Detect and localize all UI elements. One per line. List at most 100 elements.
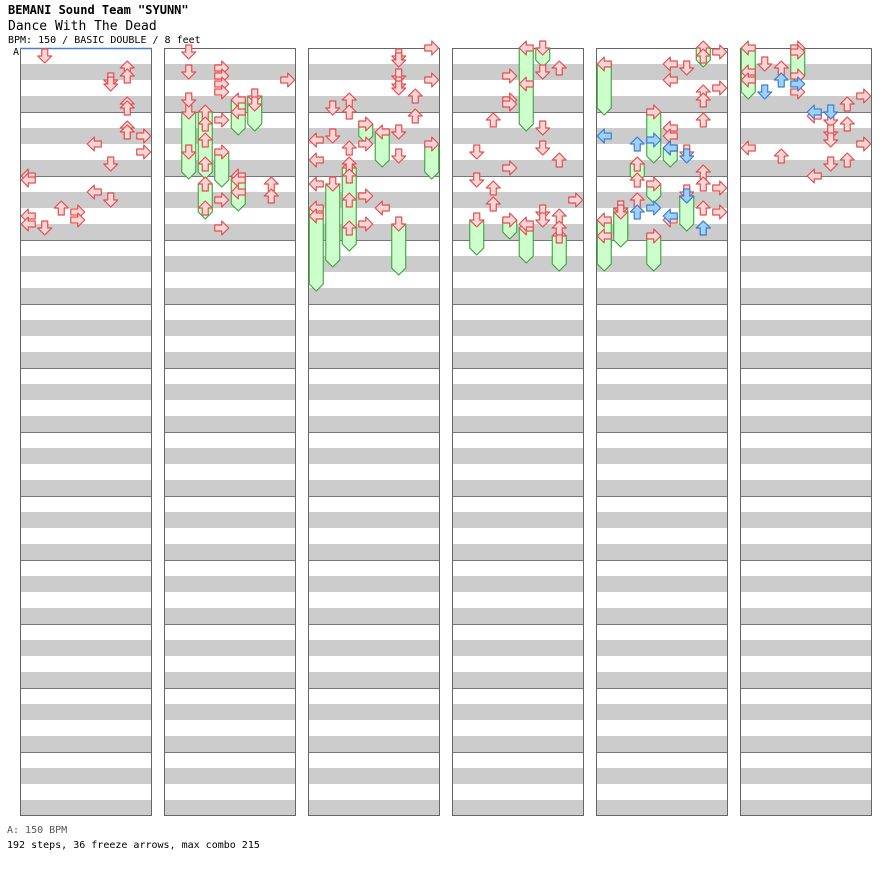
beat-band	[596, 192, 728, 208]
beat-band	[308, 640, 440, 656]
step-arrow	[391, 80, 407, 96]
step-arrow	[839, 116, 855, 132]
beat-band	[20, 768, 152, 784]
freeze-head-arrow	[214, 144, 230, 160]
beat-band	[164, 416, 296, 432]
step-arrow	[535, 120, 551, 136]
step-arrow	[535, 64, 551, 80]
beat-band	[164, 576, 296, 592]
beat-band	[596, 160, 728, 176]
beat-band	[20, 480, 152, 496]
beat-band	[452, 192, 584, 208]
beat-band	[452, 288, 584, 304]
beat-band	[20, 320, 152, 336]
step-arrow	[695, 200, 711, 216]
beat-band	[20, 672, 152, 688]
beat-band	[20, 96, 152, 112]
step-arrow	[308, 208, 324, 224]
beat-band	[308, 384, 440, 400]
freeze-head-arrow	[629, 156, 645, 172]
beat-band	[20, 512, 152, 528]
freeze-head-arrow	[374, 124, 390, 140]
step-arrow	[568, 192, 584, 208]
beat-band	[164, 544, 296, 560]
beat-band	[308, 96, 440, 112]
beat-band	[452, 704, 584, 720]
freeze-arrow	[391, 223, 407, 276]
shock-arrow	[679, 148, 695, 164]
column-border	[452, 48, 584, 816]
step-arrow	[358, 216, 374, 232]
beat-band	[452, 512, 584, 528]
beat-band	[596, 384, 728, 400]
beat-band	[596, 768, 728, 784]
step-arrow	[485, 112, 501, 128]
beat-band	[308, 192, 440, 208]
step-arrow	[629, 172, 645, 188]
freeze-arrow	[596, 63, 612, 116]
shock-arrow	[823, 104, 839, 120]
beat-band	[164, 384, 296, 400]
freeze-head-arrow	[646, 104, 662, 120]
column-border	[596, 48, 728, 816]
step-arrow	[695, 48, 711, 64]
beat-band	[596, 480, 728, 496]
chart-meta: BPM: 150 / BASIC DOUBLE / 8 feet	[8, 35, 201, 46]
shock-arrow	[629, 136, 645, 152]
beat-band	[20, 64, 152, 80]
beat-band	[596, 128, 728, 144]
beat-band	[20, 704, 152, 720]
beat-band	[308, 256, 440, 272]
step-arrow	[823, 156, 839, 172]
step-arrow	[662, 72, 678, 88]
freeze-head-arrow	[596, 228, 612, 244]
beat-band	[596, 800, 728, 816]
step-arrow	[325, 128, 341, 144]
song-title: Dance With The Dead	[8, 19, 157, 34]
step-arrow	[740, 140, 756, 156]
freeze-head-arrow	[197, 176, 213, 192]
step-arrow	[358, 188, 374, 204]
freeze-head-arrow	[358, 116, 374, 132]
chart-column	[20, 48, 152, 816]
beat-band	[164, 512, 296, 528]
beat-band	[452, 96, 584, 112]
beat-band	[308, 416, 440, 432]
beat-band	[740, 64, 872, 80]
step-arrow	[712, 204, 728, 220]
step-arrow	[308, 176, 324, 192]
step-arrow	[790, 44, 806, 60]
beat-band	[308, 160, 440, 176]
beat-band	[452, 352, 584, 368]
beat-band	[740, 576, 872, 592]
beat-band	[452, 544, 584, 560]
beat-band	[164, 64, 296, 80]
step-arrow	[103, 76, 119, 92]
freeze-head-arrow	[518, 40, 534, 56]
beat-band	[740, 416, 872, 432]
step-arrow	[53, 200, 69, 216]
beat-band	[164, 640, 296, 656]
step-arrow	[197, 116, 213, 132]
freeze-head-arrow	[740, 40, 756, 56]
shock-arrow	[662, 208, 678, 224]
beat-band	[740, 480, 872, 496]
beat-band	[164, 224, 296, 240]
column-border	[308, 48, 440, 816]
beat-band	[596, 352, 728, 368]
beat-band	[20, 416, 152, 432]
step-arrow	[325, 100, 341, 116]
step-arrow	[119, 124, 135, 140]
bpm-footer: A: 150 BPM	[7, 825, 68, 836]
beat-band	[20, 160, 152, 176]
beat-band	[452, 320, 584, 336]
beat-band	[164, 704, 296, 720]
beat-band	[308, 224, 440, 240]
chart-column	[164, 48, 296, 816]
beat-band	[740, 672, 872, 688]
step-arrow	[773, 148, 789, 164]
beat-band	[740, 320, 872, 336]
beat-band	[740, 736, 872, 752]
beat-band	[740, 608, 872, 624]
step-arrow	[518, 76, 534, 92]
